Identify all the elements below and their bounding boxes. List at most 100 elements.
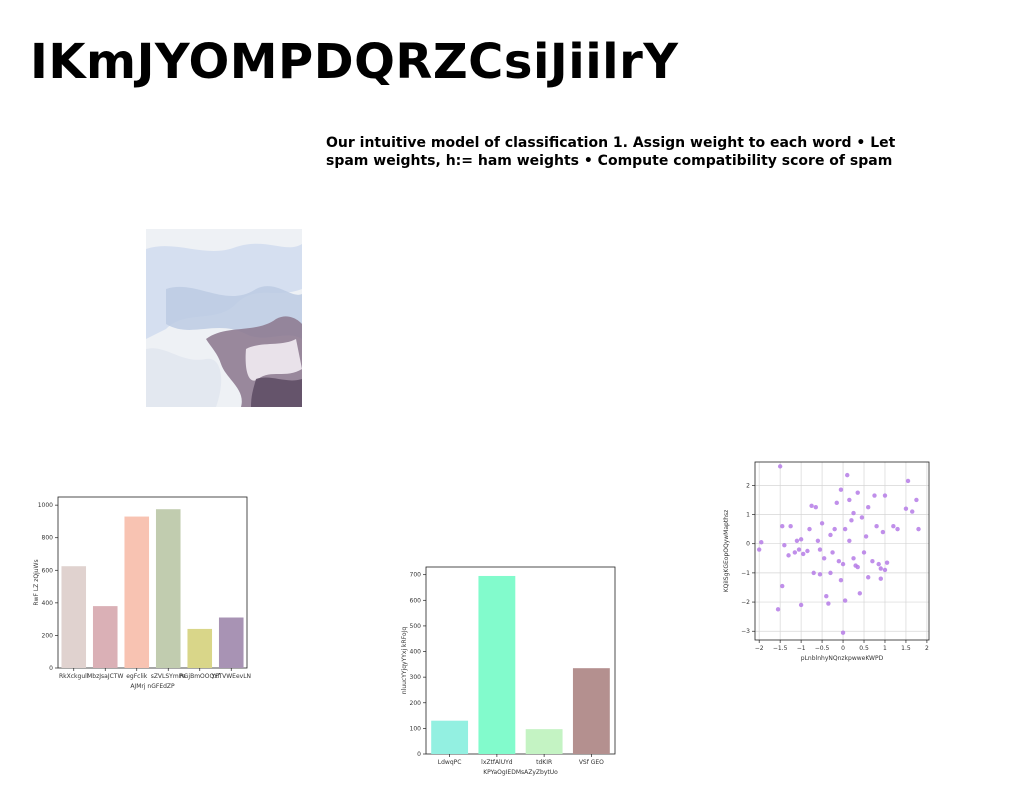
bar [187,628,213,668]
scatter-point [884,560,890,565]
x-tick-label: RGjBmOOQxf [180,673,221,680]
scatter-point [801,551,806,557]
bar [155,509,181,668]
y-tick-label: 2 [746,482,750,489]
x-tick-label: 1.5 [901,645,911,652]
scatter-point [840,630,846,635]
y-tick-label: 0 [746,541,750,548]
scatter-point [794,538,800,543]
x-tick-label: −2 [755,645,764,652]
scatter-point [756,547,762,552]
scatter-point [819,521,825,526]
scatter-point [874,523,879,529]
scatter-point [828,570,833,576]
bar [572,668,610,754]
scatter-point [759,540,764,545]
scatter-point [870,559,875,564]
y-tick-label: 0 [417,751,421,758]
scatter-point [845,472,850,478]
bar-chart-2: LdwqPC lxZtfAlUYd tdKIR VSf GEO 0 100 200 300 40… [398,562,630,780]
scatter-point [805,548,810,554]
plot-frame [754,461,930,641]
scatter-point [798,602,804,608]
x-tick-label: VSf GEO [579,759,604,766]
x-axis-label: KPYaOgIEDMsAZyZbytUo [483,769,558,776]
y-tick-label: 0 [49,665,53,672]
bar [525,729,563,754]
y-tick-label: −1 [741,570,750,577]
scatter-point [824,594,829,599]
x-tick-label: LdwqPC [438,759,462,766]
y-tick-label: 400 [410,649,422,656]
bar [218,617,244,668]
scatter-point [842,526,848,532]
scatter-point [811,570,816,576]
scatter-point [792,550,798,555]
scatter-point [861,550,867,555]
scatter-point [847,497,852,503]
scatter-point [857,591,863,596]
scatter-point [821,556,827,561]
scatter-point [876,561,881,567]
x-tick-label: 1 [883,645,887,652]
y-tick-label: 300 [410,674,422,681]
scatter-point [830,550,835,555]
body-text: Our intuitive model of classification 1.… [326,135,896,169]
scatter-point [914,497,919,503]
y-axis-label: RwF LZ zQjuWs [33,559,40,605]
scatter-point [882,567,888,573]
scatter-point [782,542,787,548]
scatter-point [796,547,802,552]
page-title: IKmJYOMPDQRZCsiJiilrY [30,34,679,90]
x-tick-label: lxZtfAlUYd [481,759,513,766]
scatter-point [817,572,823,577]
y-tick-label: 400 [42,600,54,607]
plot-frame [425,566,616,755]
bar [92,606,118,668]
x-tick-label: 0.5 [859,645,869,652]
abstract-fabric-photo [146,229,302,407]
scatter-point [836,559,842,564]
abstract-draped-fabric-image [146,229,302,407]
scatter-point [855,490,860,495]
scatter-chart-svg: −2 −1.5 −1 −0.5 0 0.5 1 1.5 2 −3 −2 −1 0 1 2 pLnblnhyNQ… [723,461,930,662]
scatter-point [798,537,804,542]
x-tick-label: −0.5 [815,645,830,652]
scatter-point [817,547,823,552]
y-tick-label: 200 [42,632,54,639]
scatter-point [851,556,856,561]
x-tick-label: sZVLSYmPe [151,673,186,680]
scatter-point [842,598,848,603]
scatter-point [905,478,911,484]
y-tick-label: −2 [741,599,750,606]
scatter-point [855,564,860,570]
scatter-point [891,523,896,529]
bar-chart-2-svg: LdwqPC lxZtfAlUYd tdKIR VSf GEO 0 100 200 300 40… [401,566,616,776]
scatter-point [859,515,865,520]
plot-frame [57,496,248,669]
bar [124,516,150,668]
x-tick-label: −1.5 [773,645,788,652]
x-tick-label: tdKIR [536,759,552,766]
scatter-point [780,583,785,589]
y-tick-label: 500 [410,623,422,630]
y-axis-label: KQiISgKGEopOQywMapthsz [723,510,730,593]
scatter-point [786,553,791,558]
y-tick-label: 800 [42,535,54,542]
scatter-point [903,506,909,511]
scatter-point [828,532,833,538]
y-tick-label: 100 [410,725,422,732]
scatter-point [878,576,883,581]
scatter-point [866,505,871,510]
bar [478,575,516,754]
y-tick-label: 200 [410,700,422,707]
x-tick-label: egFclik [126,673,148,680]
scatter-point [863,534,869,539]
x-tick-label: MbzJsaJCTW [87,673,123,680]
scatter-point [866,575,871,580]
y-axis-label: nluucYYjqyYYxj kRFoJq [401,627,408,695]
x-tick-label: −1 [797,645,806,652]
x-tick-label: 2 [925,645,929,652]
scatter-point [807,526,812,532]
